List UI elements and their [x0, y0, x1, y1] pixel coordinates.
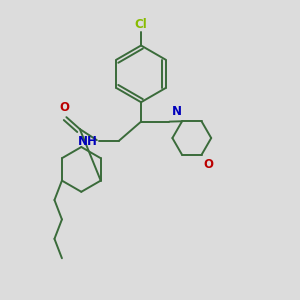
Text: NH: NH: [78, 134, 98, 148]
Text: O: O: [59, 101, 69, 114]
Text: Cl: Cl: [135, 18, 147, 31]
Text: O: O: [203, 158, 213, 171]
Text: N: N: [172, 105, 182, 118]
